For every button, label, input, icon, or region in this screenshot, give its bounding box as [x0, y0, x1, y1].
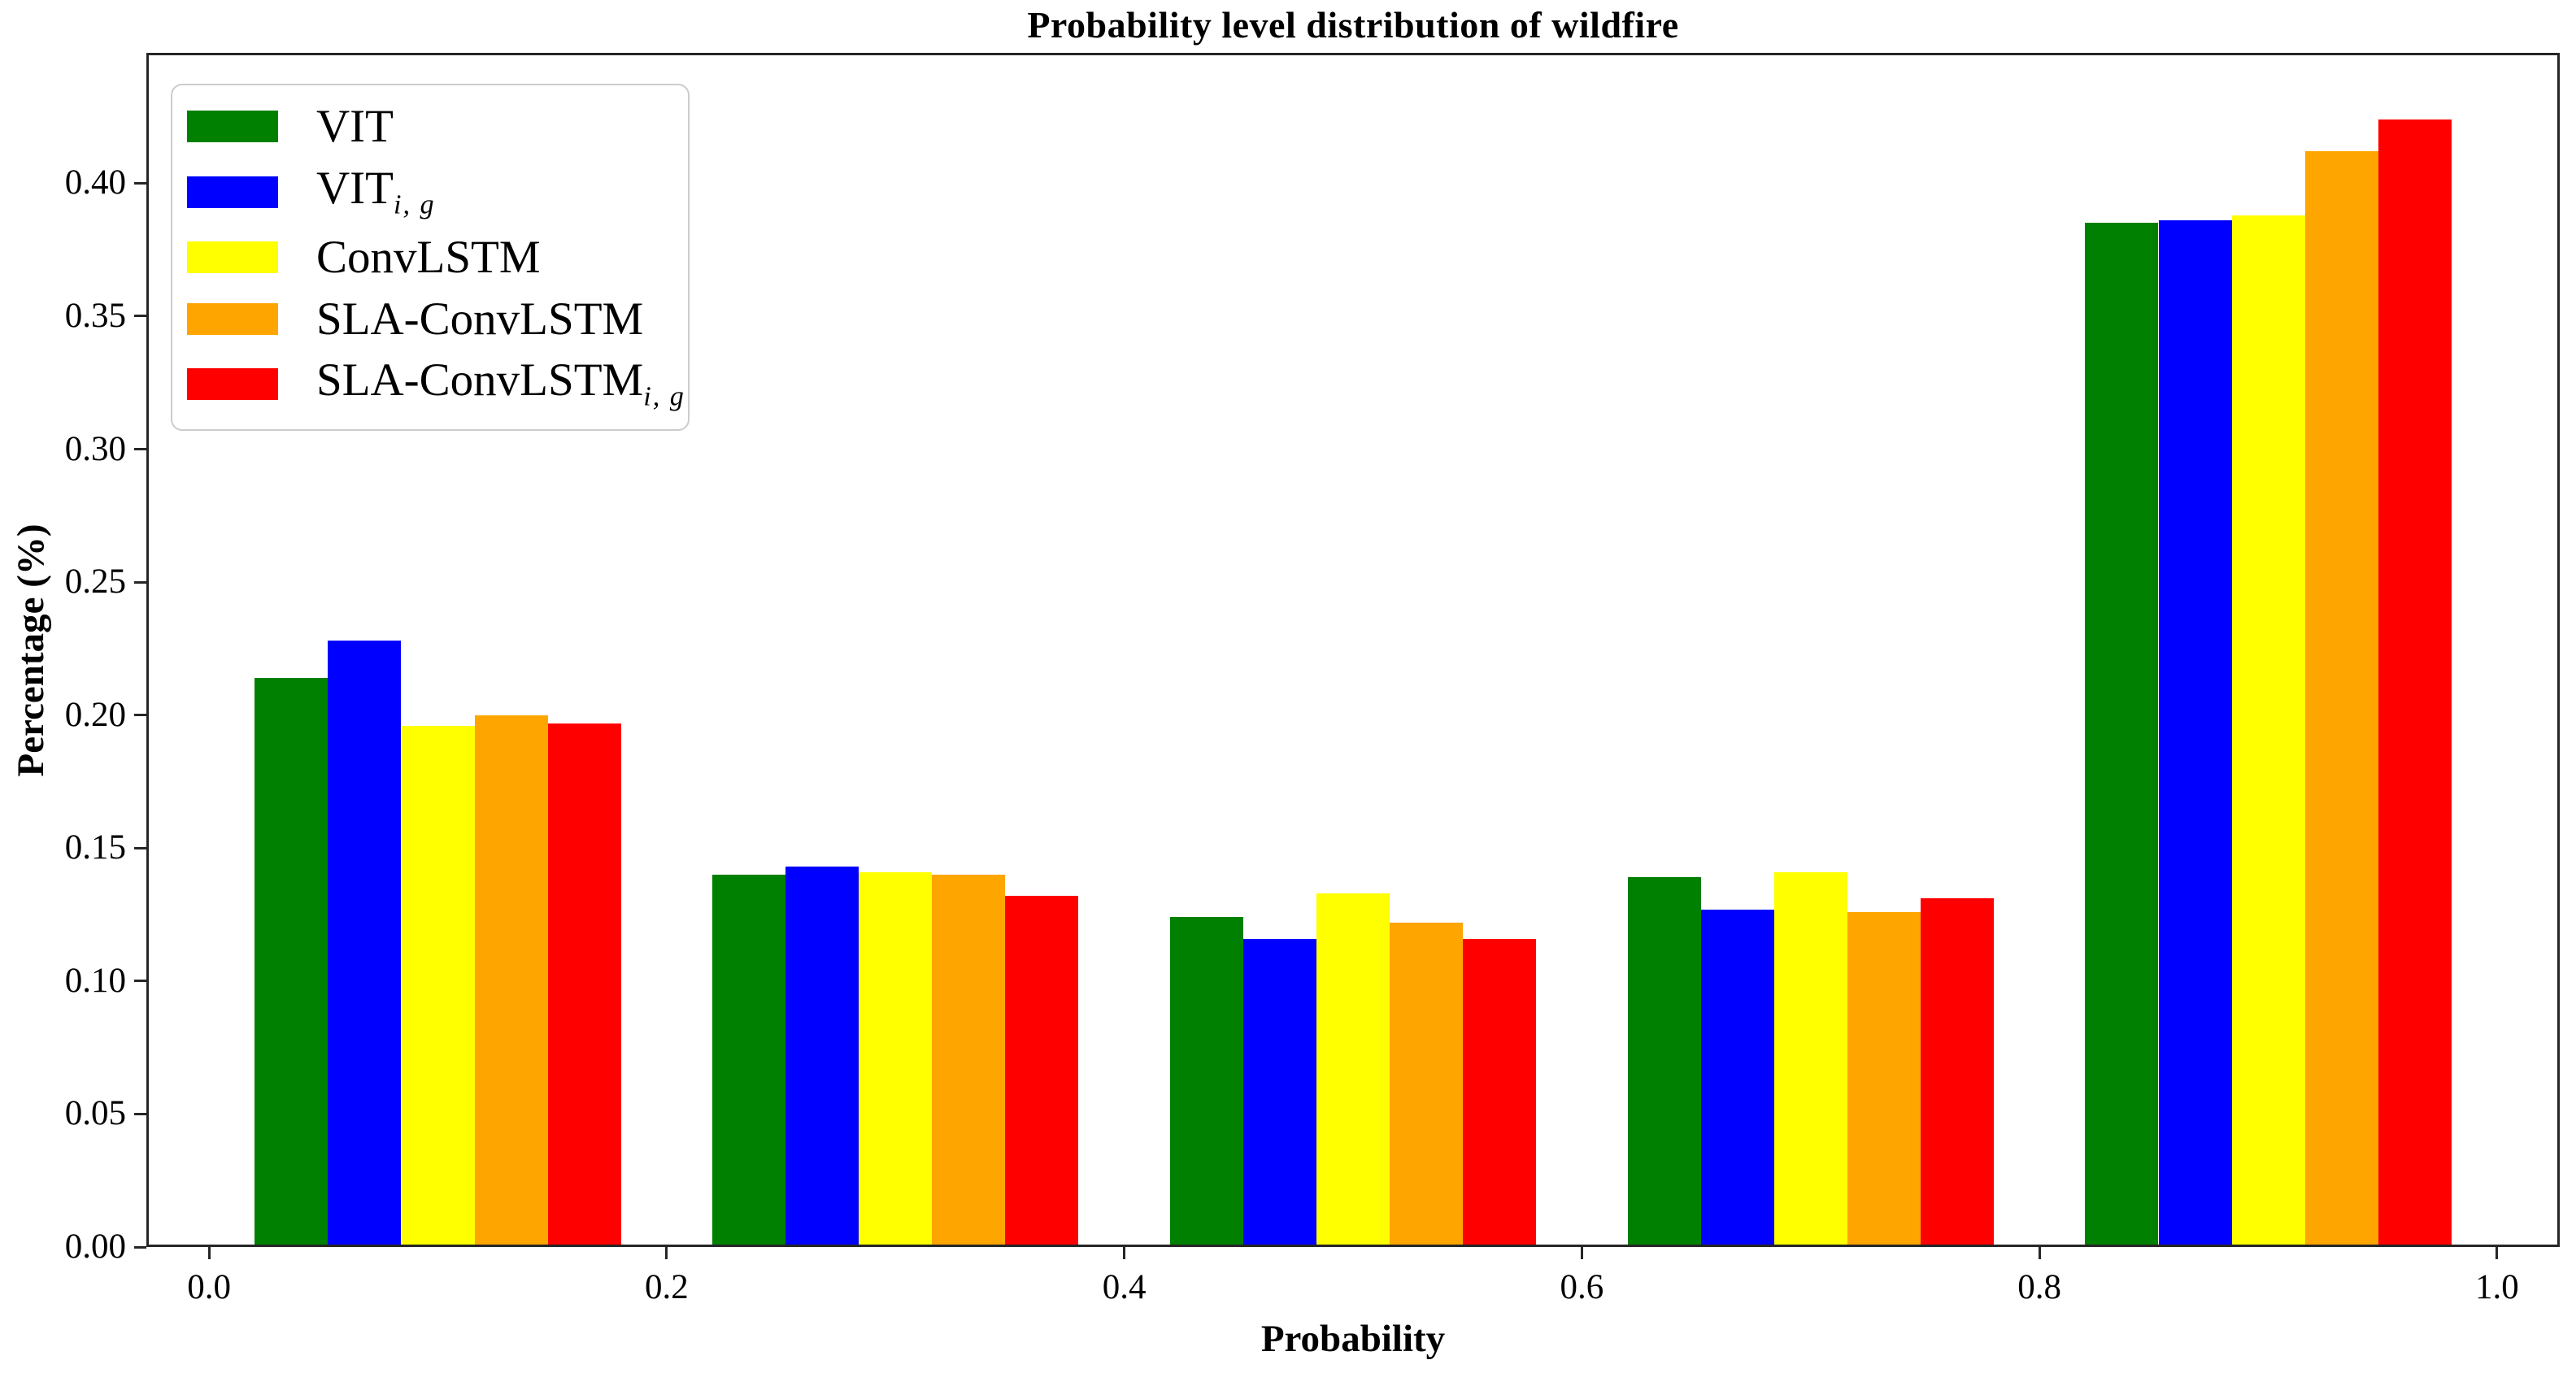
y-tick-mark	[134, 181, 146, 185]
plot-area	[146, 53, 2560, 1247]
legend-label: VIT	[316, 101, 394, 152]
y-tick-mark	[134, 1245, 146, 1249]
bar	[474, 715, 548, 1247]
bar	[1005, 896, 1079, 1247]
bar	[1463, 938, 1537, 1247]
y-axis-label-text: Percentage (%)	[10, 524, 52, 777]
x-tick-mark	[207, 1247, 211, 1259]
bar	[1390, 922, 1463, 1247]
bar	[1316, 893, 1390, 1247]
bar	[785, 867, 859, 1247]
chart-title: Probability level distribution of wildfi…	[1027, 4, 1679, 46]
x-axis-label: Probability	[1260, 1318, 1446, 1360]
y-tick-label: 0.35	[64, 296, 126, 335]
y-tick-mark	[134, 714, 146, 717]
bar	[859, 871, 933, 1247]
y-tick-label: 0.05	[64, 1094, 126, 1133]
x-tick-label: 0.6	[1560, 1268, 1604, 1306]
y-tick-label: 0.25	[64, 563, 126, 602]
y-tick-label: 0.00	[64, 1227, 126, 1266]
bar	[1847, 911, 1921, 1247]
y-tick-label: 0.15	[64, 828, 126, 867]
legend-swatch	[187, 368, 278, 401]
y-tick-label: 0.40	[64, 163, 126, 202]
x-tick-mark	[1580, 1247, 1583, 1259]
legend: VIT VITi, g ConvLSTM SLA-ConvLSTM SLA-ConvLS…	[171, 84, 690, 431]
bar	[2158, 220, 2232, 1247]
bar	[328, 641, 402, 1247]
legend-label-subscript: i, g	[643, 381, 685, 412]
bar	[255, 677, 329, 1247]
legend-swatch	[187, 302, 278, 335]
bar	[401, 725, 475, 1247]
bar	[2378, 119, 2452, 1247]
bar	[712, 875, 786, 1247]
x-tick-mark	[665, 1247, 668, 1259]
bar	[1242, 938, 1316, 1247]
y-tick-mark	[134, 580, 146, 584]
bar	[1700, 909, 1774, 1247]
legend-swatch	[187, 111, 278, 142]
legend-item: VITi, g	[187, 165, 688, 219]
bar	[932, 875, 1006, 1247]
x-tick-mark	[2496, 1247, 2499, 1259]
legend-swatch	[187, 241, 278, 273]
legend-label: VITi, g	[316, 162, 436, 220]
y-tick-mark	[134, 448, 146, 450]
legend-swatch	[187, 176, 278, 208]
legend-label-subscript: i, g	[393, 189, 436, 220]
x-tick-label: 0.2	[645, 1268, 689, 1306]
y-tick-mark	[134, 980, 146, 983]
x-tick-label: 0.0	[187, 1268, 231, 1306]
bar	[2231, 215, 2305, 1247]
legend-label: ConvLSTM	[316, 232, 541, 283]
y-tick-label: 0.30	[64, 429, 126, 468]
bar	[1627, 877, 1701, 1247]
legend-label: SLA-ConvLSTM	[316, 293, 644, 345]
bar	[2085, 223, 2159, 1247]
legend-label: SLA-ConvLSTMi, g	[316, 354, 685, 412]
y-tick-label: 0.10	[64, 961, 126, 1000]
x-tick-mark	[2038, 1247, 2041, 1259]
bar	[1169, 917, 1243, 1247]
y-tick-mark	[134, 846, 146, 849]
bar	[1773, 871, 1847, 1247]
bar	[547, 723, 621, 1247]
legend-item: ConvLSTM	[187, 234, 688, 280]
legend-item: SLA-ConvLSTMi, g	[187, 357, 688, 411]
legend-item: VIT	[187, 103, 688, 150]
bar	[2304, 151, 2378, 1247]
y-tick-mark	[134, 315, 146, 318]
x-tick-label: 1.0	[2475, 1268, 2519, 1306]
legend-item: SLA-ConvLSTM	[187, 296, 688, 342]
bar	[1920, 898, 1994, 1247]
x-tick-label: 0.8	[2017, 1268, 2061, 1306]
x-tick-label: 0.4	[1102, 1268, 1147, 1306]
y-tick-mark	[134, 1112, 146, 1115]
y-tick-label: 0.20	[64, 695, 126, 734]
x-tick-mark	[1123, 1247, 1126, 1259]
